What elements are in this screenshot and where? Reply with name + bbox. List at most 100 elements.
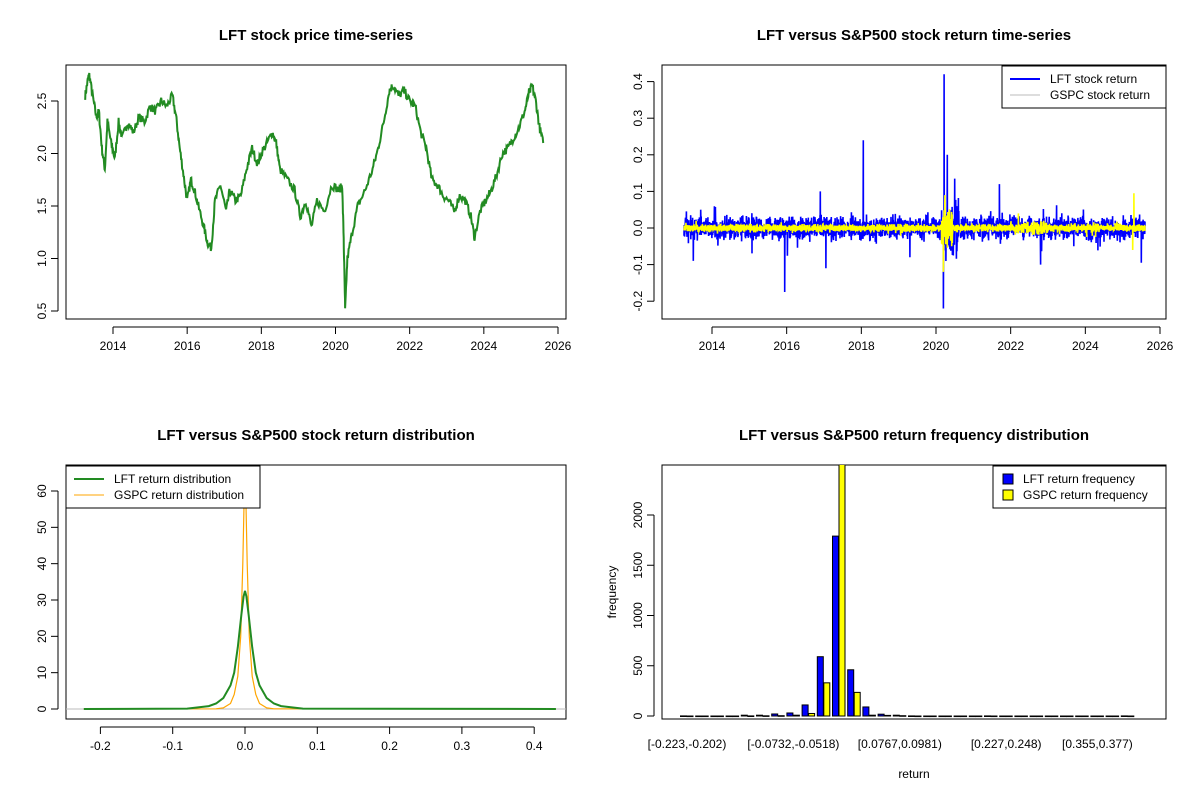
y-tick-label: 0 — [631, 712, 645, 719]
bar-gspc — [868, 714, 876, 717]
bar-lft — [680, 715, 687, 717]
legend-box — [1001, 65, 1167, 109]
legend-swatch — [1002, 489, 1014, 501]
x-tick-label: 0.2 — [381, 739, 398, 753]
y-tick-label: -0.2 — [631, 291, 645, 312]
x-tick-label: 2024 — [1072, 339, 1099, 353]
x-tick-label: 0.3 — [454, 739, 471, 753]
title-density: LFT versus S&P500 stock return distribut… — [157, 427, 475, 444]
bar-gspc — [1005, 715, 1013, 718]
legend-label: LFT return frequency — [1023, 472, 1135, 486]
bar-gspc — [1066, 715, 1074, 718]
bar-gspc — [716, 715, 724, 718]
x-category-label: [0.355,0.377) — [1062, 737, 1133, 751]
x-tick-label: 2026 — [1147, 339, 1174, 353]
x-tick-label: 2022 — [997, 339, 1024, 353]
bar-gspc — [884, 714, 892, 717]
x-category-label: [-0.0732,-0.0518) — [747, 737, 839, 751]
histogram-xlabel: return — [898, 767, 929, 781]
bar-lft — [892, 714, 900, 717]
bar-lft — [1105, 715, 1113, 718]
plot-box — [661, 64, 1167, 320]
histogram-ylabel: frequency — [605, 566, 619, 619]
bar-gspc — [1036, 715, 1044, 718]
bar-gspc — [792, 714, 800, 717]
y-tick-label: 10 — [35, 666, 49, 680]
bar-lft — [862, 706, 870, 717]
x-category-label: [0.227,0.248) — [971, 737, 1042, 751]
y-tick-label: 30 — [35, 593, 49, 607]
bar-lft — [816, 656, 824, 717]
x-tick-label: 2014 — [699, 339, 726, 353]
y-tick-label: 1.5 — [35, 197, 49, 214]
plot-box — [65, 464, 567, 720]
bar-lft — [1060, 715, 1067, 718]
y-tick-label: 500 — [631, 655, 645, 675]
legend-swatch — [1002, 473, 1014, 485]
x-tick-label: 2024 — [470, 339, 497, 353]
bar-lft — [1044, 715, 1052, 718]
x-tick-label: 2020 — [322, 339, 349, 353]
bar-gspc — [732, 715, 740, 718]
bar-lft — [968, 715, 976, 718]
bar-gspc — [944, 715, 952, 718]
histogram-panel: 0 500 1000 1500 2000 [-0.223,-0.202) [-0.0732,… — [631, 464, 1167, 751]
bar-gspc — [1112, 715, 1120, 718]
bar-lft — [953, 715, 961, 718]
plot-box — [661, 464, 1167, 720]
title-histogram: LFT versus S&P500 return frequency distr… — [739, 427, 1089, 444]
x-tick-label: 2026 — [545, 339, 572, 353]
y-tick-label: 40 — [35, 557, 49, 571]
bar-lft — [786, 712, 794, 717]
bar-lft — [725, 715, 733, 718]
bar-lft — [1120, 715, 1128, 717]
y-tick-label: 2000 — [631, 501, 645, 528]
bar-lft — [710, 715, 718, 718]
bar-lft — [771, 713, 779, 717]
y-tick-label: 2.5 — [35, 92, 49, 109]
y-tick-label: 0.1 — [631, 183, 645, 200]
x-tick-label: 2014 — [100, 339, 127, 353]
bar-gspc — [823, 682, 831, 717]
bar-gspc — [1051, 715, 1059, 718]
legend-label: GSPC return distribution — [114, 488, 244, 502]
y-tick-label: 1000 — [631, 602, 645, 629]
y-tick-label: 60 — [35, 484, 49, 498]
bar-gspc — [777, 715, 785, 717]
legend-label: LFT stock return — [1050, 72, 1137, 86]
bar-lft — [984, 715, 991, 717]
y-tick-label: 0.2 — [631, 146, 645, 163]
y-tick-label: -0.1 — [631, 254, 645, 275]
y-tick-label: 2.0 — [35, 145, 49, 162]
bar-lft — [801, 704, 809, 717]
bar-gspc — [960, 715, 968, 718]
bar-gspc — [1096, 715, 1104, 718]
x-tick-label: 0.0 — [237, 739, 254, 753]
bar-gspc — [808, 712, 816, 717]
plot-box — [65, 64, 567, 320]
bar-gspc — [747, 715, 755, 717]
x-tick-label: 2020 — [923, 339, 950, 353]
bar-gspc — [686, 715, 694, 718]
x-tick-label: 2018 — [848, 339, 875, 353]
title-returns: LFT versus S&P500 stock return time-seri… — [757, 27, 1071, 44]
bar-lft — [740, 714, 748, 717]
bar-lft — [1029, 715, 1037, 718]
legend-label: LFT return distribution — [114, 472, 231, 486]
x-tick-label: 0.1 — [309, 739, 326, 753]
bar-gspc — [701, 715, 709, 718]
density-panel: -0.2 -0.1 0.0 0.1 0.2 0.3 0.4 0 10 20 30 40 50 60 LFT … — [35, 464, 567, 753]
x-category-label: [-0.223,-0.202) — [648, 737, 727, 751]
bar-gspc — [1081, 715, 1089, 718]
bar-gspc — [762, 715, 770, 717]
y-tick-label: 20 — [35, 629, 49, 643]
bar-gspc — [899, 715, 907, 717]
bar-lft — [1014, 715, 1022, 718]
bar-lft — [847, 669, 855, 717]
x-tick-label: -0.1 — [162, 739, 183, 753]
y-tick-label: 0 — [35, 705, 49, 712]
bar-lft — [1090, 715, 1098, 718]
bar-lft — [1075, 715, 1083, 718]
x-tick-label: 2022 — [396, 339, 423, 353]
